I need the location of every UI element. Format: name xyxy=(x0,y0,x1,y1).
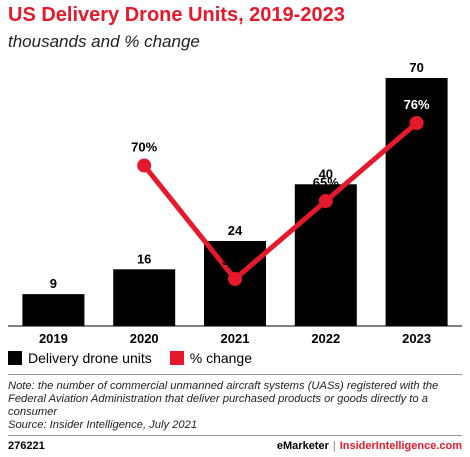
chart-note: Note: the number of commercial unmanned … xyxy=(8,380,458,432)
bar-value-label-2020: 16 xyxy=(137,251,151,266)
divider-top xyxy=(8,374,462,375)
bar-value-label-2022: 40 xyxy=(319,166,333,181)
bar-2019 xyxy=(22,294,85,326)
line-value-label-2022: 65% xyxy=(313,175,339,190)
x-tick-label-2019: 2019 xyxy=(39,331,68,345)
chart-subtitle: thousands and % change xyxy=(8,32,200,51)
line-point-2021 xyxy=(228,272,242,286)
line-value-label-2023: 76% xyxy=(404,97,430,112)
chart: 9 2019 16 2020 24 2021 40 2022 70 2023 70% 54% 65% 76… xyxy=(8,60,462,345)
line-point-2020 xyxy=(137,158,152,173)
brand: eMarketer | InsiderIntelligence.com xyxy=(277,440,462,452)
line-point-2022 xyxy=(318,194,333,208)
bar-value-label-2023: 70 xyxy=(409,60,423,75)
bar-2023 xyxy=(385,78,448,326)
note-text: Note: the number of commercial unmanned … xyxy=(8,380,439,418)
x-tick-label-2023: 2023 xyxy=(402,331,431,345)
x-tick-label-2022: 2022 xyxy=(311,331,340,345)
legend-swatch-bars xyxy=(8,351,22,365)
brand-separator: | xyxy=(332,440,336,452)
legend-swatch-line xyxy=(169,351,184,365)
chart-title: US Delivery Drone Units, 2019-2023 xyxy=(8,4,345,26)
line-pct-change xyxy=(142,121,419,282)
bar-value-label-2019: 9 xyxy=(50,276,57,291)
source-text: Source: Insider Intelligence, July 2021 xyxy=(8,419,198,431)
legend-label-bars: Delivery drone units xyxy=(28,350,152,366)
line-value-label-2021: 54% xyxy=(222,253,248,268)
x-tick-label-2020: 2020 xyxy=(130,331,159,345)
line-point-2023 xyxy=(409,116,424,130)
bar-value-label-2021: 24 xyxy=(228,223,243,238)
divider-bottom xyxy=(8,435,462,436)
footer: 276221 eMarketer | InsiderIntelligence.com xyxy=(8,440,462,452)
legend: Delivery drone units % change xyxy=(8,350,270,366)
chart-id: 276221 xyxy=(8,440,45,452)
legend-label-line: % change xyxy=(189,350,253,366)
legend-item-bars: Delivery drone units xyxy=(8,350,152,366)
legend-item-line: % change xyxy=(169,350,253,366)
brand-emarketer: eMarketer xyxy=(276,440,329,452)
x-tick-label-2021: 2021 xyxy=(221,331,250,345)
brand-insider: InsiderIntelligence.com xyxy=(339,440,462,452)
bar-2020 xyxy=(113,269,176,326)
line-value-label-2020: 70% xyxy=(131,140,157,155)
